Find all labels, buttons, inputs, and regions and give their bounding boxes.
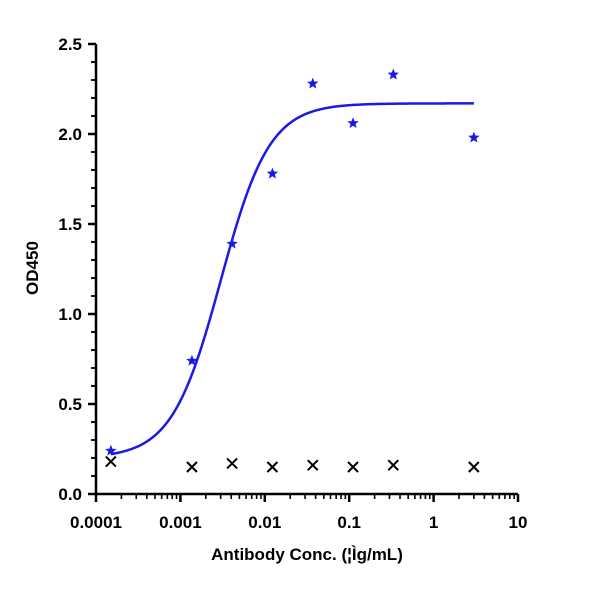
cross-point [105,455,117,468]
cross-point [468,461,480,473]
star-point [186,354,198,366]
y-tick-label: 2.0 [58,125,82,144]
x-ticks: 0.0001 0.001 0.01 0.1 1 10 [70,494,527,532]
x-tick-label: 0.0001 [70,513,122,532]
x-axis-title: Antibody Conc. (¦Ìg/mL) [211,545,403,564]
cross-point [266,461,279,473]
y-tick-label: 0.0 [58,485,82,504]
fit-curve-line [110,102,474,456]
y-tick-label: 1.5 [58,215,82,234]
star-point [387,68,399,80]
cross-point [307,459,319,471]
y-tick-label: 1.0 [58,305,82,324]
star-point [468,131,480,143]
data-points-layer [105,68,480,473]
cross-point [226,457,238,470]
axes-layer [94,44,518,496]
fit-curve-layer [110,102,474,456]
star-point [266,167,279,179]
cross-point [347,461,359,473]
y-tick-label: 0.5 [58,395,82,414]
x-tick-label: 0.01 [248,513,281,532]
star-point [226,237,238,249]
star-point [307,77,319,89]
cross-point [186,461,198,473]
x-tick-label: 0.001 [159,513,202,532]
x-tick-label: 10 [509,513,528,532]
x-tick-label: 0.1 [337,513,361,532]
y-ticks: 0.0 0.5 1.0 1.5 2.0 2.5 [58,35,96,504]
star-point [347,117,359,129]
cross-point [387,459,400,471]
star-point [105,444,117,456]
y-tick-label: 2.5 [58,35,82,54]
y-axis-title: OD450 [23,241,42,295]
x-tick-label: 1 [429,513,438,532]
